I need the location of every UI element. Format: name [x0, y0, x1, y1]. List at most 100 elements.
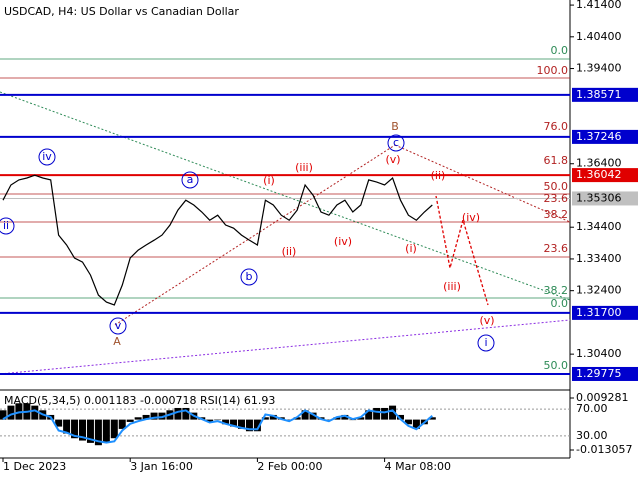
fib-label: 0.0: [551, 44, 569, 57]
y-tick-label: 1.36400: [576, 157, 622, 170]
wave-circle: [240, 268, 258, 286]
wave-label: (v): [385, 153, 400, 166]
rsi-line: [2, 409, 433, 444]
histogram-bar: [134, 417, 142, 420]
price-level-label: 1.31700: [576, 306, 622, 319]
wave-label: v: [115, 319, 122, 332]
wave-label: i: [484, 336, 487, 349]
price-level-box: [572, 168, 638, 183]
histogram-bar: [309, 412, 317, 420]
histogram-bar: [325, 419, 333, 421]
x-tick-label: 3 Jan 16:00: [130, 460, 193, 473]
wave-circle: [38, 148, 56, 166]
histogram-bar: [357, 417, 365, 420]
histogram-bar: [301, 410, 309, 420]
price-level-label: 1.35306: [576, 191, 622, 204]
histogram-bar: [238, 419, 245, 429]
price-level-box: [572, 87, 638, 102]
wave-label: A: [113, 335, 121, 348]
wave-circle: [109, 317, 127, 335]
histogram-bar: [142, 414, 150, 420]
fib-label: 38.2: [544, 208, 569, 221]
wave-label: a: [187, 173, 194, 186]
histogram-bar: [102, 419, 110, 443]
wave-label: (v): [479, 314, 494, 327]
histogram-bar: [126, 419, 134, 422]
y-tick-label: -0.013057: [576, 443, 632, 456]
y-tick-label: 1.33400: [576, 252, 622, 265]
histogram-bar: [55, 419, 63, 427]
wave-label: (ii): [431, 169, 446, 182]
histogram-bar: [174, 407, 182, 420]
fib-label: 0.0: [551, 297, 569, 310]
histogram-bar: [206, 419, 214, 422]
trend-line: [0, 91, 571, 301]
wave-label: B: [391, 120, 399, 133]
y-tick-label: 70.00: [576, 402, 608, 415]
wave-label: ii: [3, 219, 9, 232]
y-tick-label: 1.40400: [576, 30, 622, 43]
y-tick-label: 1.34400: [576, 220, 622, 233]
fib-label: 50.0: [544, 180, 569, 193]
y-tick-label: 1.41400: [576, 0, 622, 11]
x-tick-label: 1 Dec 2023: [3, 460, 66, 473]
price-level-box: [572, 366, 638, 381]
wave-label: iv: [42, 150, 52, 163]
histogram-bar: [412, 419, 420, 429]
fib-label: 100.0: [537, 64, 569, 77]
histogram-bar: [222, 419, 230, 425]
price-line: [2, 174, 433, 306]
y-tick-label: 30.00: [576, 429, 608, 442]
price-level-label: 1.38571: [576, 88, 622, 101]
wave-circle: [477, 334, 495, 352]
histogram-bar: [79, 419, 86, 441]
fib-label: 38.2: [544, 284, 569, 297]
histogram-bar: [31, 405, 39, 420]
histogram-bar: [341, 414, 349, 420]
histogram-bar: [110, 419, 118, 439]
histogram-bar: [94, 419, 102, 446]
histogram-bar: [245, 419, 253, 432]
wave-circle: [181, 171, 199, 189]
histogram-bar: [182, 407, 190, 420]
wave-label: b: [246, 270, 253, 283]
histogram-bar: [86, 419, 94, 443]
histogram-bar: [118, 419, 126, 429]
price-level-box: [572, 191, 638, 206]
x-tick-label: 4 Mar 08:00: [385, 460, 451, 473]
histogram-bar: [214, 419, 222, 421]
wave-label: (iii): [443, 280, 461, 293]
wave-label: (iv): [334, 235, 352, 248]
wave-circle: [387, 134, 405, 152]
histogram-bar: [389, 405, 397, 420]
trend-line: [0, 319, 571, 375]
histogram-bar: [0, 410, 7, 420]
fib-label: 76.0: [544, 120, 569, 133]
histogram-bar: [381, 407, 389, 420]
histogram-bar: [71, 419, 79, 439]
histogram-bar: [293, 417, 301, 420]
chart-title: USDCAD, H4: US Dollar vs Canadian Dollar: [4, 5, 239, 18]
histogram-bar: [63, 419, 71, 434]
histogram-bar: [365, 410, 373, 420]
histogram-bar: [404, 419, 412, 425]
wave-label: (iii): [295, 161, 313, 174]
forecast-path: [435, 195, 489, 306]
y-tick-label: 1.32400: [576, 284, 622, 297]
histogram-bar: [373, 407, 381, 420]
price-level-box: [572, 129, 638, 144]
wave-label: (ii): [282, 245, 297, 258]
wave-label: (i): [405, 242, 417, 255]
fib-label: 23.6: [544, 192, 569, 205]
price-level-label: 1.29775: [576, 367, 622, 380]
indicator-label: MACD(5,34,5) 0.001183 -0.000718 RSI(14) …: [4, 394, 275, 407]
histogram-bar: [269, 414, 277, 420]
wave-label: c: [393, 136, 399, 149]
fib-label: 61.8: [544, 154, 569, 167]
x-tick-label: 2 Feb 00:00: [257, 460, 322, 473]
y-tick-label: 1.39400: [576, 62, 622, 75]
histogram-bar: [428, 417, 436, 420]
y-tick-label: 1.30400: [576, 347, 622, 360]
